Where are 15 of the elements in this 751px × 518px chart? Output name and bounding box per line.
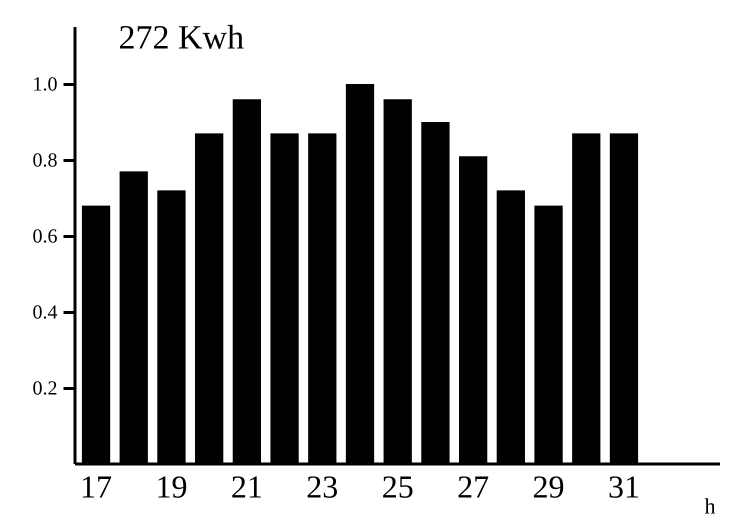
x-axis-title: h xyxy=(704,494,716,518)
x-tick-label: 23 xyxy=(306,468,338,504)
x-tick-label: 17 xyxy=(80,468,112,504)
x-tick-label: 27 xyxy=(457,468,490,504)
y-tick-label: 0.8 xyxy=(32,150,58,172)
x-tick-label: 25 xyxy=(382,468,414,504)
y-axis-title: 272 Kwh xyxy=(118,20,244,56)
x-tick-label: 29 xyxy=(532,468,565,504)
x-tick-label: 19 xyxy=(155,468,188,504)
x-tick-label: 21 xyxy=(230,468,263,504)
y-tick-label: 0.6 xyxy=(32,226,58,248)
y-tick-label: 0.4 xyxy=(32,302,58,324)
x-tick-label: 31 xyxy=(608,468,640,504)
y-tick-label: 0.2 xyxy=(32,378,58,400)
y-tick-label: 1.0 xyxy=(32,74,58,96)
